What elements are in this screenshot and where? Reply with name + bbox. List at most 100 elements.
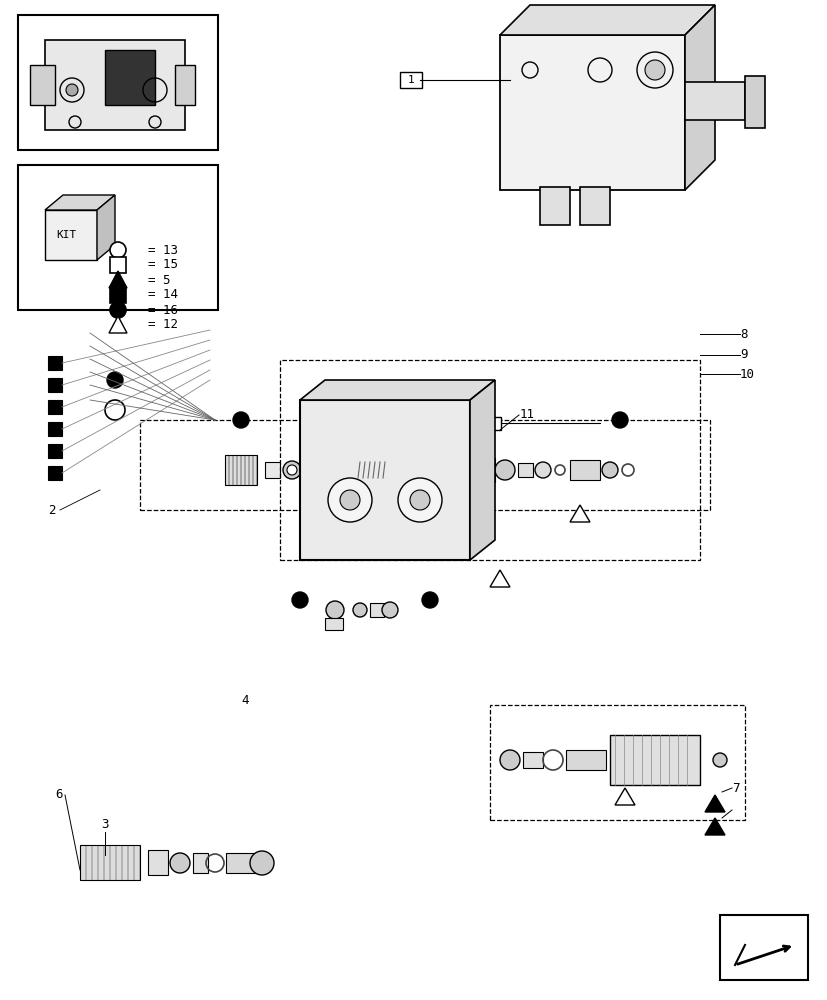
Text: 7: 7	[731, 782, 739, 794]
Circle shape	[601, 462, 617, 478]
Bar	[487, 417, 500, 430]
Bar	[569, 460, 600, 480]
Text: 3: 3	[101, 818, 108, 831]
Circle shape	[712, 753, 726, 767]
Bar	[140, 420, 709, 510]
Circle shape	[110, 302, 126, 318]
Bar	[490, 705, 744, 820]
Polygon shape	[614, 788, 634, 805]
Bar	[253, 455, 256, 485]
Bar	[18, 165, 218, 310]
Circle shape	[110, 242, 126, 258]
Circle shape	[500, 750, 519, 770]
Text: = 16: = 16	[148, 304, 178, 316]
Bar	[399, 72, 422, 88]
Text: 8: 8	[739, 328, 747, 342]
Text: 4: 4	[241, 694, 248, 706]
Text: = 12: = 12	[148, 318, 178, 332]
Polygon shape	[704, 795, 724, 812]
Text: 11: 11	[519, 408, 534, 422]
Circle shape	[495, 460, 514, 480]
Circle shape	[395, 466, 404, 474]
Bar	[719, 915, 807, 980]
Polygon shape	[299, 380, 495, 400]
Bar	[357, 462, 388, 478]
Circle shape	[283, 461, 301, 479]
Circle shape	[376, 417, 393, 433]
Text: = 13: = 13	[148, 243, 178, 256]
Text: 1: 1	[407, 75, 414, 85]
Text: 9: 9	[739, 349, 747, 361]
Polygon shape	[684, 5, 715, 190]
Bar	[80, 845, 140, 880]
Bar	[249, 455, 251, 485]
Bar	[92, 845, 97, 880]
Bar	[128, 845, 133, 880]
Bar	[225, 455, 227, 485]
Polygon shape	[97, 195, 115, 260]
Circle shape	[232, 412, 249, 428]
Bar	[579, 187, 609, 225]
Bar	[86, 845, 91, 880]
Polygon shape	[45, 195, 115, 210]
Bar	[226, 853, 256, 873]
Bar	[116, 845, 121, 880]
Bar	[98, 845, 103, 880]
Circle shape	[66, 84, 78, 96]
Bar	[265, 462, 280, 478]
Circle shape	[611, 412, 627, 428]
Circle shape	[326, 601, 343, 619]
Polygon shape	[45, 210, 97, 260]
Bar	[18, 15, 218, 150]
Bar	[684, 82, 744, 120]
Bar	[280, 360, 699, 560]
Polygon shape	[470, 380, 495, 560]
Bar	[104, 845, 109, 880]
Bar	[307, 465, 317, 475]
Bar	[460, 458, 495, 482]
Bar	[48, 444, 62, 458]
Polygon shape	[704, 818, 724, 835]
Circle shape	[287, 465, 297, 475]
Circle shape	[250, 851, 274, 875]
Circle shape	[398, 478, 442, 522]
Circle shape	[327, 478, 371, 522]
Bar	[539, 187, 569, 225]
Circle shape	[170, 853, 189, 873]
Circle shape	[644, 60, 664, 80]
Bar	[229, 455, 232, 485]
Circle shape	[352, 603, 366, 617]
Bar	[370, 603, 384, 617]
Bar	[45, 40, 184, 130]
Bar	[241, 455, 244, 485]
Text: = 14: = 14	[148, 288, 178, 302]
Bar	[48, 400, 62, 414]
Bar	[325, 618, 342, 630]
Bar	[340, 464, 351, 476]
Bar	[500, 35, 684, 190]
Circle shape	[391, 462, 408, 478]
Text: = 15: = 15	[148, 258, 178, 271]
Bar	[518, 463, 533, 477]
Circle shape	[422, 592, 437, 608]
Bar	[237, 455, 240, 485]
Bar	[193, 853, 208, 873]
Polygon shape	[109, 271, 127, 288]
Bar	[609, 735, 699, 785]
Bar	[105, 50, 155, 105]
Circle shape	[340, 490, 360, 510]
Circle shape	[105, 400, 125, 420]
Bar	[48, 422, 62, 436]
Circle shape	[534, 462, 550, 478]
Bar	[523, 752, 543, 768]
Circle shape	[107, 372, 123, 388]
Text: 2: 2	[48, 504, 55, 516]
Polygon shape	[569, 505, 590, 522]
Bar	[110, 845, 115, 880]
Circle shape	[381, 602, 398, 618]
Bar	[48, 356, 62, 370]
Bar	[174, 65, 195, 105]
Bar	[110, 287, 126, 303]
Bar	[566, 750, 605, 770]
Bar	[48, 466, 62, 480]
